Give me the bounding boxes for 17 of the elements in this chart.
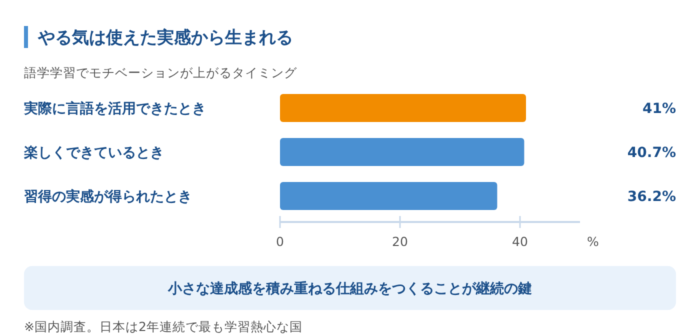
- y-tick-label: 実際に言語を活用できたとき: [24, 100, 206, 117]
- text: ※国内調査。日本は2年連続で最も学習熱心な国: [24, 319, 302, 334]
- data-label: 36.2%: [627, 189, 676, 205]
- y-tick-label: 楽しくできているとき: [23, 145, 164, 161]
- x-tick-label: 20: [392, 234, 408, 249]
- x-tick-label: 40: [512, 234, 528, 249]
- bar: [280, 182, 498, 210]
- bar: [280, 138, 524, 166]
- chart-title: やる気は使えた実感から生まれる: [37, 28, 293, 48]
- text: 小さな達成感を積み重ねる仕組みをつくることが継続の鍵: [167, 281, 532, 297]
- x-axis-title: %: [587, 234, 600, 249]
- text: 語学学習でモチベーションが上がるタイミング: [24, 65, 298, 80]
- data-label: 41%: [642, 101, 676, 117]
- data-label: 40.7%: [627, 145, 676, 161]
- y-tick-label: 習得の実感が得られたとき: [24, 188, 192, 205]
- x-tick-label: 0: [276, 234, 284, 249]
- bar: [280, 94, 526, 122]
